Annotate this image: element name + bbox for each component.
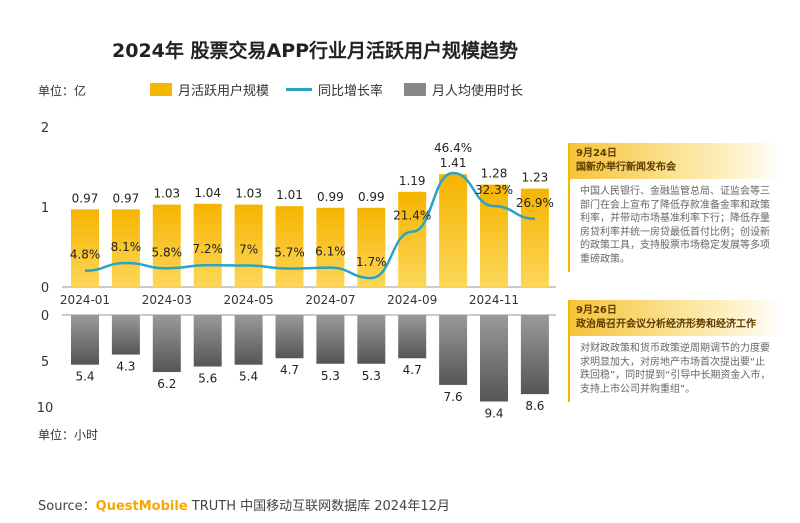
mau-label: 0.99 bbox=[358, 190, 385, 204]
legend-time: 月人均使用时长 bbox=[404, 80, 523, 99]
time-bar bbox=[398, 315, 427, 359]
time-bar bbox=[275, 315, 304, 359]
time-bar bbox=[316, 315, 345, 364]
mau-label: 1.03 bbox=[153, 187, 180, 201]
mau-bar bbox=[439, 174, 468, 287]
time-bar bbox=[111, 315, 140, 355]
mau-label: 1.41 bbox=[440, 156, 467, 170]
y-tick-top: 2 bbox=[41, 121, 49, 136]
legend-swatch-bar bbox=[150, 83, 172, 96]
legend-label: 月人均使用时长 bbox=[432, 84, 524, 99]
mau-label: 0.99 bbox=[317, 190, 344, 204]
time-bar bbox=[152, 315, 181, 373]
source-label: Source： bbox=[38, 499, 96, 514]
time-bar bbox=[71, 315, 99, 365]
growth-label: 7.2% bbox=[192, 242, 223, 256]
growth-label: 32.3% bbox=[475, 183, 513, 197]
growth-line bbox=[84, 171, 535, 280]
time-label: 4.3 bbox=[116, 360, 135, 374]
growth-label: 8.1% bbox=[111, 240, 142, 254]
mau-label: 1.23 bbox=[522, 171, 549, 185]
legend-growth: 同比增长率 bbox=[286, 80, 383, 99]
time-label: 5.4 bbox=[239, 370, 258, 384]
legend-swatch-line bbox=[286, 88, 312, 91]
mau-bar bbox=[152, 204, 181, 287]
mau-bar bbox=[234, 204, 263, 287]
growth-label: 6.1% bbox=[315, 245, 346, 259]
annotation-sep24: 9月24日国新办举行新闻发布会 中国人民银行、金融监管总局、证监会等三部门在会上… bbox=[568, 143, 782, 272]
top-unit-label: 单位：亿 bbox=[38, 84, 87, 98]
x-tick: 2024-01 bbox=[60, 293, 110, 307]
legend-mau: 月活跃用户规模 bbox=[150, 80, 269, 99]
annotation-headline: 国新办举行新闻发布会 bbox=[576, 162, 676, 173]
time-label: 4.7 bbox=[403, 363, 422, 377]
x-tick: 2024-09 bbox=[387, 293, 437, 307]
time-label: 5.3 bbox=[321, 369, 340, 383]
growth-label: 26.9% bbox=[516, 196, 554, 210]
bottom-unit-label: 单位：小时 bbox=[38, 428, 99, 442]
time-bar bbox=[234, 315, 263, 365]
source-text: TRUTH 中国移动互联网数据库 2024年12月 bbox=[187, 499, 450, 514]
time-label: 7.6 bbox=[444, 390, 463, 404]
y-tick-top: 0 bbox=[41, 281, 49, 296]
x-tick: 2024-11 bbox=[469, 293, 519, 307]
mau-label: 0.97 bbox=[113, 191, 140, 205]
annotation-body: 中国人民银行、金融监管总局、证监会等三部门在会上宣布了降低存款准备金率和政策利率… bbox=[580, 186, 770, 265]
mau-bar bbox=[480, 184, 508, 287]
time-label: 5.3 bbox=[362, 369, 381, 383]
annotation-date: 9月24日 bbox=[576, 148, 617, 159]
mau-bar bbox=[398, 191, 427, 287]
y-tick-top: 1 bbox=[41, 201, 49, 216]
time-bar bbox=[439, 315, 468, 385]
growth-label: 4.8% bbox=[70, 248, 101, 262]
mau-label: 1.04 bbox=[194, 186, 221, 200]
legend-label: 同比增长率 bbox=[318, 84, 384, 99]
time-bar bbox=[480, 315, 508, 402]
mau-bar bbox=[111, 209, 140, 287]
mau-bar bbox=[275, 206, 304, 287]
x-tick: 2024-07 bbox=[305, 293, 355, 307]
time-label: 5.6 bbox=[198, 372, 217, 386]
mau-bar bbox=[71, 209, 99, 287]
mau-label: 1.28 bbox=[481, 167, 508, 181]
time-label: 8.6 bbox=[525, 399, 544, 413]
annotation-date: 9月26日 bbox=[576, 305, 617, 316]
time-label: 4.7 bbox=[280, 363, 299, 377]
annotation-sep26: 9月26日政治局召开会议分析经济形势和经济工作 对财政政策和货币政策逆周期调节的… bbox=[568, 300, 782, 402]
source-brand: QuestMobile bbox=[95, 499, 188, 514]
time-bar bbox=[357, 315, 386, 364]
chart-title: 2024年 股票交易APP行业月活跃用户规模趋势 bbox=[112, 40, 519, 62]
x-tick: 2024-03 bbox=[142, 293, 192, 307]
time-label: 5.4 bbox=[75, 370, 94, 384]
mau-label: 1.19 bbox=[399, 174, 426, 188]
y-tick-bottom: 10 bbox=[37, 401, 54, 416]
growth-label: 5.7% bbox=[274, 246, 305, 260]
y-tick-bottom: 0 bbox=[41, 309, 49, 324]
time-label: 6.2 bbox=[157, 377, 176, 391]
annotation-body: 对财政政策和货币政策逆周期调节的力度要求明显加大，对房地产市场首次提出要“止跌回… bbox=[580, 343, 771, 395]
x-tick: 2024-05 bbox=[224, 293, 274, 307]
growth-label: 1.7% bbox=[356, 255, 387, 269]
time-bar bbox=[193, 315, 222, 367]
legend-swatch-bar-grey bbox=[404, 83, 426, 96]
mau-bar bbox=[193, 203, 222, 287]
time-bar bbox=[520, 315, 549, 395]
y-tick-bottom: 5 bbox=[41, 355, 49, 370]
source-line: Source：QuestMobile TRUTH 中国移动互联网数据库 2024… bbox=[38, 495, 450, 514]
growth-label: 5.8% bbox=[152, 245, 183, 259]
mau-label: 1.01 bbox=[276, 188, 303, 202]
mau-label: 0.97 bbox=[72, 191, 99, 205]
mau-bar bbox=[520, 188, 549, 287]
legend-label: 月活跃用户规模 bbox=[178, 84, 270, 99]
growth-label: 7% bbox=[239, 243, 258, 257]
time-label: 9.4 bbox=[484, 406, 503, 420]
growth-label: 21.4% bbox=[393, 209, 431, 223]
mau-label: 1.03 bbox=[235, 187, 262, 201]
mau-bar bbox=[316, 207, 345, 287]
annotation-headline: 政治局召开会议分析经济形势和经济工作 bbox=[576, 319, 756, 330]
growth-label: 46.4% bbox=[434, 141, 472, 155]
